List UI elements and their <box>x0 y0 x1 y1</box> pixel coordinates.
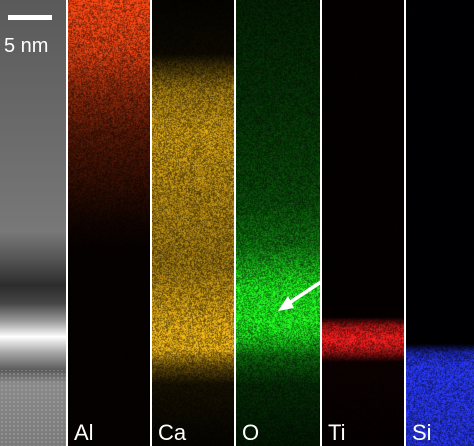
ca-label: Ca <box>158 420 187 445</box>
ca-map <box>152 0 234 446</box>
scale-bar <box>8 15 52 20</box>
o-label: O <box>242 420 260 445</box>
haadf-image <box>0 0 66 446</box>
si-map-panel: Si <box>406 0 474 446</box>
ti-label: Ti <box>328 420 346 445</box>
haadf-image-panel: 5 nm <box>0 0 66 446</box>
ti-map-panel: Ti <box>322 0 404 446</box>
al-map-panel: Al <box>68 0 150 446</box>
al-map <box>68 0 150 446</box>
al-label: Al <box>74 420 94 445</box>
ti-map <box>322 0 404 446</box>
ca-map-panel: Ca <box>152 0 234 446</box>
arrow-annotation <box>278 280 320 311</box>
si-map <box>406 0 474 446</box>
o-map <box>236 0 320 446</box>
si-label: Si <box>412 420 432 445</box>
scale-bar-label: 5 nm <box>4 35 49 57</box>
o-map-panel: O <box>236 0 320 446</box>
